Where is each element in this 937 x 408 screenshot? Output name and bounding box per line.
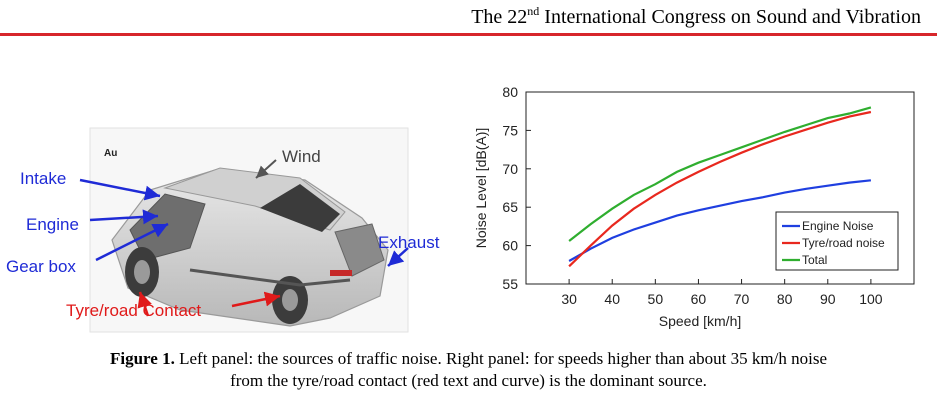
conference-header: The 22nd International Congress on Sound…	[471, 4, 921, 29]
x-tick-label: 50	[648, 291, 664, 307]
y-tick-label: 70	[502, 161, 518, 177]
car-window	[260, 184, 340, 232]
x-tick-label: 40	[604, 291, 620, 307]
x-tick-label: 100	[859, 291, 883, 307]
chart-series-lines	[568, 106, 872, 268]
y-tick-label: 75	[502, 122, 518, 138]
caption-label: Figure 1.	[110, 349, 175, 368]
header-title-prefix: The 22	[471, 6, 528, 28]
x-tick-label: 30	[561, 291, 577, 307]
x-tick-label: 80	[777, 291, 793, 307]
exhaust-pipe	[189, 268, 351, 287]
y-tick-label: 60	[502, 238, 518, 254]
chart-axes: 30 40 50 60 70 80 90 100 55 60 65 70 75 80 Speed [km/h…	[473, 84, 915, 329]
caption-line-2: from the tyre/road contact (red text and…	[230, 371, 707, 390]
rear-wheel-hub	[282, 289, 298, 311]
wind-label: Wind	[282, 147, 321, 166]
tyre-road-label: Tyre/road Contact	[66, 301, 201, 320]
figure-caption: Figure 1. Left panel: the sources of tra…	[0, 348, 937, 392]
header-title-suffix: International Congress on Sound and Vibr…	[539, 6, 921, 28]
caption-line-1: Figure 1. Left panel: the sources of tra…	[0, 348, 937, 370]
engine-arrow	[89, 209, 159, 225]
legend-label-1: Engine Noise	[802, 219, 874, 233]
y-tick-label: 80	[502, 84, 518, 100]
plot-frame	[525, 91, 915, 285]
y-axis-label: Noise Level [dB(A)]	[473, 128, 489, 249]
x-tick-label: 70	[734, 291, 750, 307]
wind-arrow	[255, 159, 277, 179]
x-tick-label: 60	[691, 291, 707, 307]
noise-level-chart: 30 40 50 60 70 80 90 100 55 60 65 70 75 80 Speed [km/h…	[473, 84, 915, 329]
chart-legend: Engine Noise Tyre/road noise Total	[775, 211, 899, 271]
intake-arrow	[79, 178, 161, 201]
engine-label: Engine	[26, 215, 79, 234]
gearbox-label: Gear box	[6, 257, 76, 276]
header-rule	[0, 33, 937, 36]
legend-label-2: Tyre/road noise	[802, 236, 885, 250]
header-title-sup: nd	[527, 4, 540, 18]
front-wheel-hub	[134, 260, 150, 284]
rear-light	[330, 270, 352, 276]
x-axis-label: Speed [km/h]	[659, 313, 742, 329]
exhaust-label: Exhaust	[378, 233, 440, 252]
y-tick-label: 55	[502, 276, 518, 292]
gearbox-arrow	[95, 222, 169, 262]
series-line-3	[568, 106, 872, 242]
series-line-2	[568, 110, 872, 268]
intake-label: Intake	[20, 169, 66, 188]
y-tick-label: 65	[502, 199, 518, 215]
logo-text: Au	[104, 148, 117, 159]
series-line-1	[568, 179, 872, 262]
tyre-road-arrow-front	[137, 291, 152, 317]
car-noise-sources-illustration: Au Intake Engine Gear box Wind Exhaust T…	[6, 127, 440, 333]
x-tick-label: 90	[820, 291, 836, 307]
car-trunk	[334, 223, 385, 277]
exhaust-arrow	[387, 247, 409, 267]
caption-text-1: Left panel: the sources of traffic noise…	[174, 349, 827, 368]
tyre-road-arrow-rear	[231, 291, 281, 308]
legend-label-3: Total	[802, 253, 827, 267]
